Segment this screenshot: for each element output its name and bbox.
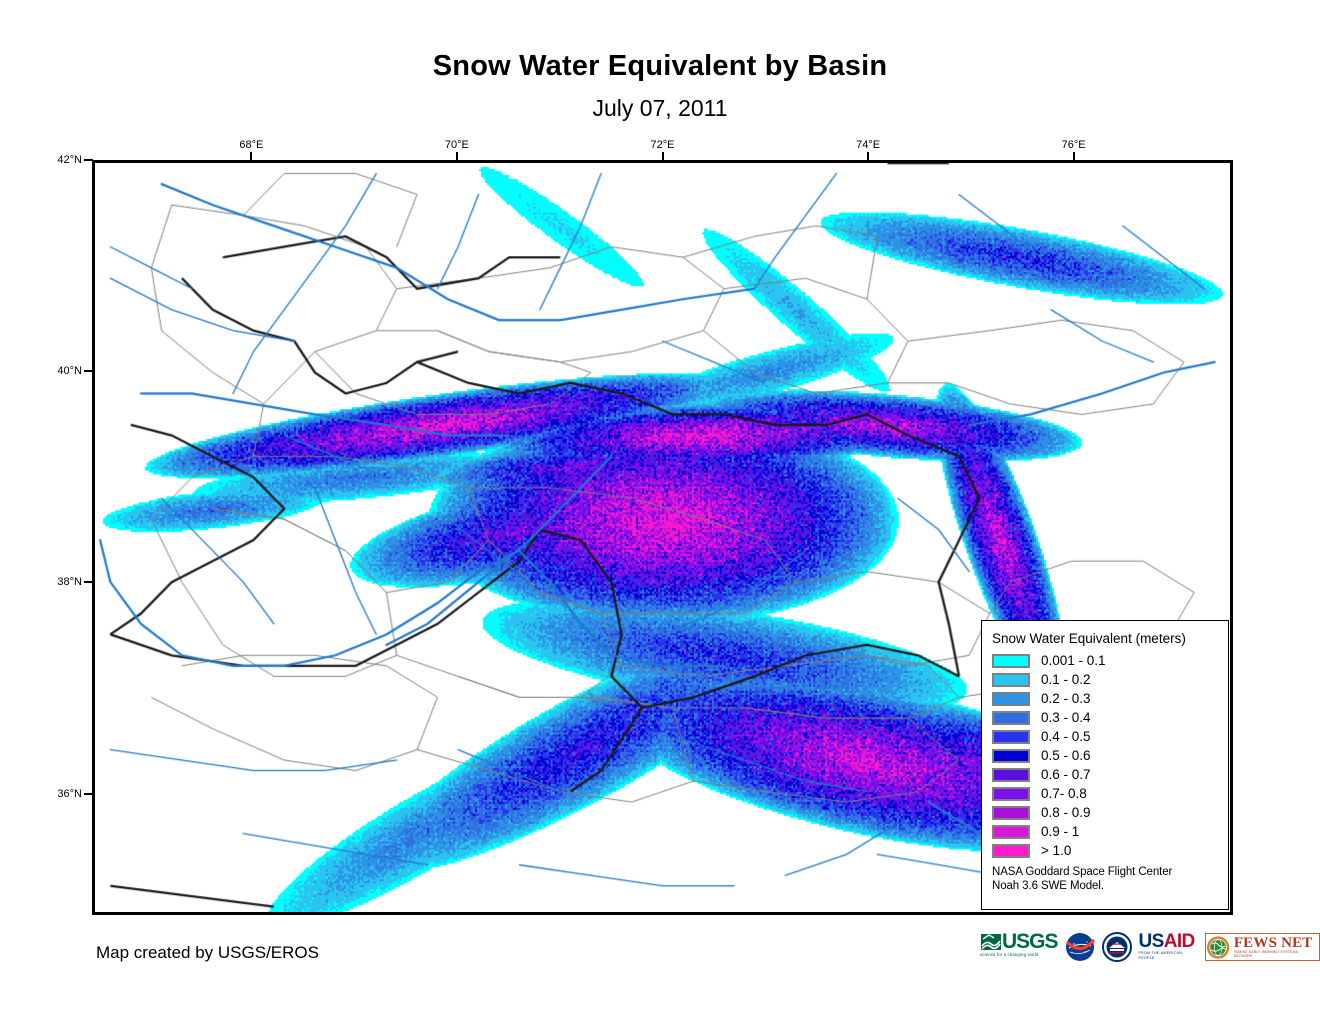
usaid-tagline: FROM THE AMERICAN PEOPLE — [1138, 951, 1183, 960]
legend-row: 0.2 - 0.3 — [992, 689, 1228, 708]
legend-source-credit: NASA Goddard Space Flight Center Noah 3.… — [992, 866, 1228, 893]
lon-tick — [661, 152, 664, 161]
legend-swatch — [992, 843, 1030, 858]
fewsnet-logo: FEWS NET FAMINE EARLY WARNING SYSTEMS NE… — [1204, 932, 1320, 962]
page-title: Snow Water Equivalent by Basin — [432, 50, 888, 82]
usaid-word-aid: AID — [1163, 931, 1196, 952]
fewsnet-wordmark: FEWS NET — [1233, 935, 1313, 951]
legend-swatch — [992, 748, 1030, 763]
legend-label: 0.1 - 0.2 — [1041, 671, 1091, 687]
legend-swatch — [992, 691, 1030, 706]
legend-label: > 1.0 — [1041, 842, 1072, 858]
legend-label: 0.8 - 0.9 — [1041, 804, 1091, 820]
legend-label: 0.3 - 0.4 — [1041, 709, 1091, 725]
legend-row: 0.5 - 0.6 — [992, 746, 1228, 765]
legend-credit-line-2: Noah 3.6 SWE Model. — [992, 879, 1104, 892]
legend-label: 0.001 - 0.1 — [1041, 652, 1106, 668]
legend-label: 0.5 - 0.6 — [1041, 747, 1091, 763]
legend-swatch — [992, 767, 1030, 782]
lon-tick — [250, 152, 253, 161]
lat-tick — [84, 159, 93, 161]
nasa-meatball-icon — [1065, 933, 1095, 961]
legend-title: Snow Water Equivalent (meters) — [992, 631, 1186, 646]
map-author-credit: Map created by USGS/EROS — [96, 943, 319, 962]
map-legend: Snow Water Equivalent (meters) 0.001 - 0… — [981, 620, 1229, 910]
lon-label-74°E: 74°E — [856, 139, 881, 151]
agency-logo-strip: USGS science for a changing world — [980, 928, 1320, 966]
usaid-seal — [1101, 932, 1132, 962]
page-subtitle: July 07, 2011 — [592, 95, 728, 121]
lon-label-72°E: 72°E — [650, 139, 675, 151]
legend-credit-line-1: NASA Goddard Space Flight Center — [992, 866, 1173, 878]
lat-label-38°N: 38°N — [57, 576, 82, 589]
lon-label-68°E: 68°E — [239, 139, 264, 151]
lon-tick — [1072, 152, 1075, 161]
legend-swatch — [992, 672, 1030, 687]
usaid-word-us: US — [1138, 931, 1165, 952]
nasa-logo — [1065, 932, 1095, 962]
legend-label: 0.4 - 0.5 — [1041, 728, 1091, 744]
lat-label-42°N: 42°N — [57, 154, 82, 166]
legend-swatch — [992, 729, 1030, 744]
legend-row: > 1.0 — [992, 841, 1228, 860]
usgs-tagline: science for a changing world — [980, 952, 1039, 957]
lat-tick — [84, 370, 93, 373]
usgs-wordmark: USGS — [1002, 930, 1059, 953]
fewsnet-tagline: FAMINE EARLY WARNING SYSTEMS NETWORK — [1233, 950, 1299, 958]
lon-tick — [867, 152, 870, 161]
lat-tick — [84, 792, 93, 795]
legend-swatch — [992, 824, 1030, 839]
lon-label-76°E: 76°E — [1061, 139, 1086, 151]
map-frame[interactable]: Snow Water Equivalent (meters) 0.001 - 0… — [92, 160, 1233, 915]
usaid-logo: USAID FROM THE AMERICAN PEOPLE — [1139, 932, 1198, 962]
usgs-logo-mark: USGS — [980, 930, 1059, 953]
legend-row: 0.4 - 0.5 — [992, 727, 1228, 746]
legend-row: 0.8 - 0.9 — [992, 803, 1228, 822]
legend-row: 0.9 - 1 — [992, 822, 1228, 841]
legend-class-list: 0.001 - 0.1 0.1 - 0.2 0.2 - 0.3 0.3 - 0.4 0.… — [992, 651, 1228, 860]
legend-row: 0.001 - 0.1 — [992, 651, 1228, 670]
usaid-seal-icon — [1101, 932, 1132, 962]
legend-label: 0.9 - 1 — [1041, 823, 1080, 839]
legend-row: 0.7- 0.8 — [992, 784, 1228, 803]
legend-swatch — [992, 786, 1030, 801]
usgs-wave-icon — [981, 934, 1001, 950]
lat-tick — [84, 581, 93, 584]
lon-tick — [455, 152, 458, 161]
usaid-wordmark: USAID — [1138, 931, 1196, 952]
lat-label-40°N: 40°N — [57, 365, 82, 378]
legend-label: 0.7- 0.8 — [1041, 785, 1087, 801]
lon-label-70°E: 70°E — [444, 139, 469, 151]
legend-row: 0.1 - 0.2 — [992, 670, 1228, 689]
legend-swatch — [992, 805, 1030, 820]
legend-swatch — [992, 710, 1030, 725]
lat-label-36°N: 36°N — [57, 787, 82, 800]
usgs-logo: USGS science for a changing world — [980, 930, 1059, 962]
legend-row: 0.3 - 0.4 — [992, 708, 1228, 727]
legend-label: 0.6 - 0.7 — [1041, 766, 1091, 782]
fewsnet-globe-icon — [1206, 935, 1229, 959]
legend-label: 0.2 - 0.3 — [1041, 690, 1091, 706]
legend-row: 0.6 - 0.7 — [992, 765, 1228, 784]
legend-swatch — [992, 653, 1030, 668]
